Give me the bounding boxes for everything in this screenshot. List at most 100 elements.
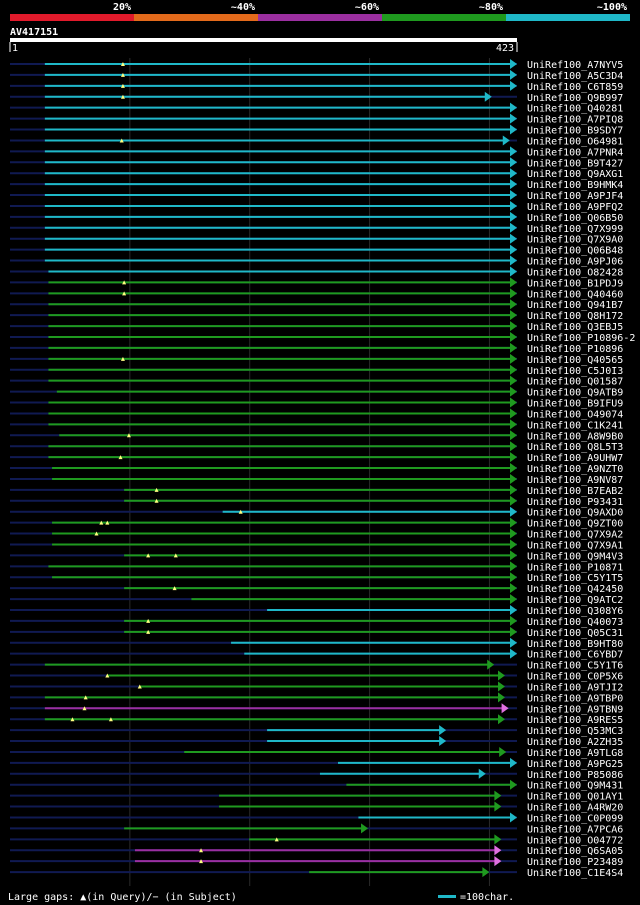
hit-row[interactable]: UniRef100_P23489 <box>10 856 623 868</box>
hit-label[interactable]: UniRef100_Q7X9A2 <box>527 530 623 541</box>
hit-label[interactable]: UniRef100_B1PDJ9 <box>527 278 623 289</box>
hit-row[interactable]: UniRef100_P93431 <box>10 495 623 508</box>
hit-label[interactable]: UniRef100_Q53MC3 <box>527 726 623 737</box>
hit-row[interactable]: UniRef100_Q7X9A2 <box>10 528 623 541</box>
hit-row[interactable]: UniRef100_C6T859 <box>10 80 623 93</box>
hit-row[interactable]: UniRef100_B9HMK4 <box>10 179 623 191</box>
hit-row[interactable]: UniRef100_B7EAB2 <box>10 484 623 497</box>
hit-row[interactable]: UniRef100_B1PDJ9 <box>10 277 623 289</box>
hit-row[interactable]: UniRef100_Q40460 <box>10 288 623 300</box>
hit-label[interactable]: UniRef100_A9TLG8 <box>527 748 623 759</box>
hit-row[interactable]: UniRef100_A4RW20 <box>10 801 623 814</box>
hit-row[interactable]: UniRef100_Q40281 <box>10 102 623 115</box>
hit-label[interactable]: UniRef100_Q40281 <box>527 104 623 115</box>
hit-label[interactable]: UniRef100_Q9M431 <box>527 781 623 792</box>
hit-row[interactable]: UniRef100_A9PJF4 <box>10 190 623 202</box>
hit-row[interactable]: UniRef100_A2ZH35 <box>10 736 623 748</box>
hit-row[interactable]: UniRef100_C5J0I3 <box>10 364 623 377</box>
hit-row[interactable]: UniRef100_B9SDY7 <box>10 124 623 137</box>
hit-row[interactable]: UniRef100_Q53MC3 <box>10 725 623 737</box>
hit-row[interactable]: UniRef100_A9UHW7 <box>10 452 623 464</box>
hit-row[interactable]: UniRef100_Q941B7 <box>10 299 623 311</box>
hit-label[interactable]: UniRef100_A9TBP0 <box>527 693 623 704</box>
hit-row[interactable]: UniRef100_Q9ATB9 <box>10 386 623 399</box>
hit-row[interactable]: UniRef100_Q9AXD0 <box>10 506 623 519</box>
hit-row[interactable]: UniRef100_O04772 <box>10 834 623 846</box>
hit-row[interactable]: UniRef100_Q6SA05 <box>10 845 623 857</box>
hit-label[interactable]: UniRef100_A4RW20 <box>527 803 623 814</box>
hit-label[interactable]: UniRef100_Q40073 <box>527 617 623 628</box>
hit-label[interactable]: UniRef100_P93431 <box>527 497 623 508</box>
hit-row[interactable]: UniRef100_Q01AY1 <box>10 790 623 803</box>
hit-row[interactable]: UniRef100_A9RES5 <box>10 714 623 726</box>
hit-row[interactable]: UniRef100_A9TBN9 <box>10 703 623 715</box>
hit-row[interactable]: UniRef100_Q9B997 <box>10 91 623 104</box>
hit-row[interactable]: UniRef100_Q9M4V3 <box>10 550 623 562</box>
hit-label[interactable]: UniRef100_C1K241 <box>527 420 623 431</box>
hit-row[interactable]: UniRef100_C1E4S4 <box>10 867 623 879</box>
hit-row[interactable]: UniRef100_C1K241 <box>10 419 623 431</box>
hit-row[interactable]: UniRef100_P10871 <box>10 561 623 573</box>
hit-label[interactable]: UniRef100_Q40460 <box>527 289 623 300</box>
hit-label[interactable]: UniRef100_Q01587 <box>527 377 623 388</box>
hit-label[interactable]: UniRef100_A9RES5 <box>527 715 623 726</box>
hit-label[interactable]: UniRef100_C0P099 <box>527 813 623 824</box>
hit-label[interactable]: UniRef100_A9UHW7 <box>527 453 623 464</box>
hit-label[interactable]: UniRef100_B7EAB2 <box>527 486 623 497</box>
hit-label[interactable]: UniRef100_C5Y1T5 <box>527 573 623 584</box>
hit-label[interactable]: UniRef100_Q05C31 <box>527 628 623 639</box>
hit-row[interactable]: UniRef100_Q05C31 <box>10 626 623 639</box>
hit-label[interactable]: UniRef100_A2ZH35 <box>527 737 623 748</box>
hit-row[interactable]: UniRef100_Q40565 <box>10 353 623 366</box>
hit-label[interactable]: UniRef100_P85086 <box>527 770 623 781</box>
hit-label[interactable]: UniRef100_A7PIQ8 <box>527 115 623 126</box>
hit-row[interactable]: UniRef100_C0P099 <box>10 812 623 824</box>
hit-label[interactable]: UniRef100_Q8L5T3 <box>527 442 623 453</box>
hit-row[interactable]: UniRef100_Q9ZT00 <box>10 517 623 530</box>
hit-row[interactable]: UniRef100_Q06B50 <box>10 211 623 224</box>
hit-label[interactable]: UniRef100_Q9AXD0 <box>527 508 623 519</box>
hit-label[interactable]: UniRef100_Q9ATC2 <box>527 595 623 606</box>
hit-label[interactable]: UniRef100_Q7X999 <box>527 224 623 235</box>
hit-label[interactable]: UniRef100_Q06B48 <box>527 246 623 257</box>
hit-label[interactable]: UniRef100_A9NV87 <box>527 475 623 486</box>
hit-row[interactable]: UniRef100_Q7X9A1 <box>10 539 623 551</box>
hit-row[interactable]: UniRef100_A7PIQ8 <box>10 113 623 126</box>
hit-label[interactable]: UniRef100_B9IFU9 <box>527 399 623 410</box>
hit-row[interactable]: UniRef100_A9NV87 <box>10 473 623 486</box>
hit-row[interactable]: UniRef100_O64981 <box>10 135 623 147</box>
hit-row[interactable]: UniRef100_A9TBP0 <box>10 692 623 704</box>
hit-row[interactable]: UniRef100_Q7X9A0 <box>10 233 623 246</box>
hit-label[interactable]: UniRef100_Q6SA05 <box>527 846 623 857</box>
hit-label[interactable]: UniRef100_A9PJ06 <box>527 257 623 268</box>
hit-label[interactable]: UniRef100_Q01AY1 <box>527 792 623 803</box>
hit-label[interactable]: UniRef100_A9NZT0 <box>527 464 623 475</box>
hit-label[interactable]: UniRef100_Q941B7 <box>527 300 623 311</box>
hit-row[interactable]: UniRef100_A8W9B0 <box>10 430 623 442</box>
hit-row[interactable]: UniRef100_O82428 <box>10 266 623 278</box>
hit-label[interactable]: UniRef100_P10871 <box>527 562 623 573</box>
hit-row[interactable]: UniRef100_B9T427 <box>10 157 623 169</box>
hit-row[interactable]: UniRef100_A7PNR4 <box>10 146 623 158</box>
hit-row[interactable]: UniRef100_A9PG25 <box>10 757 623 770</box>
hit-label[interactable]: UniRef100_C6T859 <box>527 82 623 93</box>
hit-row[interactable]: UniRef100_Q40073 <box>10 615 623 628</box>
hit-label[interactable]: UniRef100_A7NYV5 <box>527 60 623 71</box>
hit-label[interactable]: UniRef100_A8W9B0 <box>527 431 623 442</box>
hit-row[interactable]: UniRef100_Q9ATC2 <box>10 594 623 606</box>
hit-label[interactable]: UniRef100_Q7X9A1 <box>527 540 623 551</box>
hit-label[interactable]: UniRef100_Q9M4V3 <box>527 551 623 562</box>
hit-row[interactable]: UniRef100_A9TLG8 <box>10 746 623 759</box>
hit-label[interactable]: UniRef100_Q3EBJ5 <box>527 322 623 333</box>
hit-row[interactable]: UniRef100_Q308Y6 <box>10 605 623 617</box>
hit-row[interactable]: UniRef100_O49074 <box>10 408 623 420</box>
hit-row[interactable]: UniRef100_C0P5X6 <box>10 670 623 683</box>
hit-label[interactable]: UniRef100_P10896-2 <box>527 333 635 344</box>
hit-row[interactable]: UniRef100_C5Y1T6 <box>10 659 623 672</box>
hit-label[interactable]: UniRef100_B9T427 <box>527 158 623 169</box>
hit-row[interactable]: UniRef100_Q3EBJ5 <box>10 321 623 333</box>
hit-row[interactable]: UniRef100_Q7X999 <box>10 222 623 235</box>
hit-label[interactable]: UniRef100_B9HT80 <box>527 639 623 650</box>
hit-row[interactable]: UniRef100_Q9AXG1 <box>10 168 623 180</box>
hit-label[interactable]: UniRef100_Q9ZT00 <box>527 519 623 530</box>
